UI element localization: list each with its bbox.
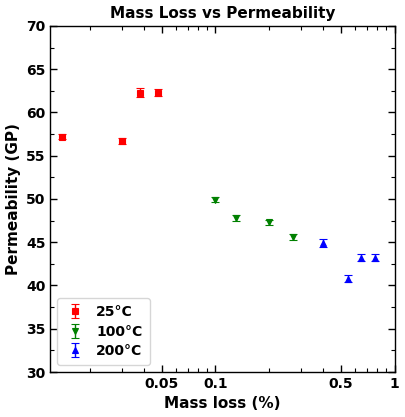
Title: Mass Loss vs Permeability: Mass Loss vs Permeability xyxy=(110,5,335,20)
X-axis label: Mass loss (%): Mass loss (%) xyxy=(164,397,281,412)
Y-axis label: Permeability (GP): Permeability (GP) xyxy=(6,123,21,275)
Legend: 25°C, 100°C, 200°C: 25°C, 100°C, 200°C xyxy=(58,298,149,365)
